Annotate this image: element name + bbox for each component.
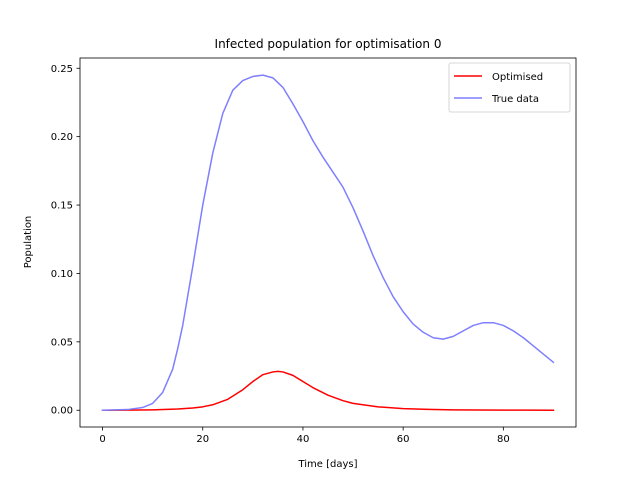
y-axis: 0.00 0.05 0.10 0.15 0.20 0.25 [51,64,80,417]
x-axis: 0 20 40 60 80 [99,427,510,445]
plot-area [79,57,577,428]
x-tick-label: 0 [99,434,105,445]
series-line-true-data [101,74,555,412]
y-tick-label: 0.15 [51,201,73,212]
y-tick-label: 0.00 [51,406,73,417]
x-axis-label: Time [days] [297,459,357,470]
axes-frame [79,57,577,428]
x-tick-label: 60 [397,434,410,445]
legend-label: Optimised [492,72,543,83]
x-tick-label: 40 [297,434,310,445]
legend: Optimised True data [448,62,571,113]
y-tick-label: 0.10 [51,269,73,280]
y-tick-label: 0.25 [51,64,73,75]
x-tick-label: 80 [497,434,510,445]
legend-label: True data [491,94,539,105]
y-axis-label: Population [23,216,34,269]
y-tick-label: 0.05 [51,337,73,348]
x-tick-label: 20 [196,434,209,445]
series-line-optimised [101,370,555,411]
y-tick-label: 0.20 [51,132,73,143]
chart-title: Infected population for optimisation 0 [215,37,442,51]
